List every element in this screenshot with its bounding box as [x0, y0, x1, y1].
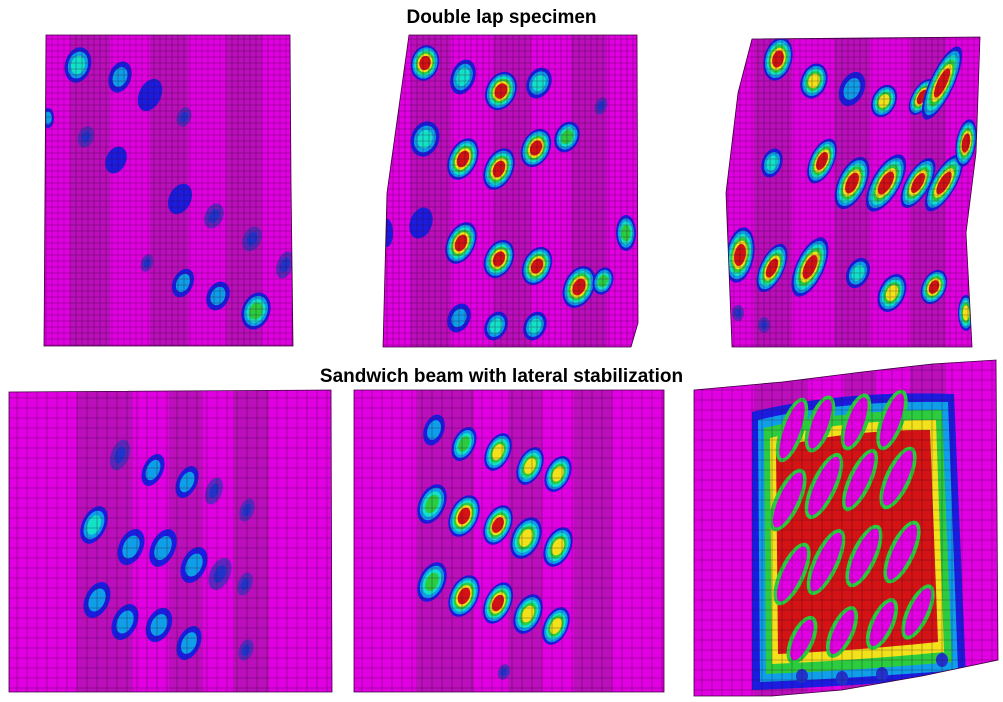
panel-outline [725, 36, 981, 348]
contour-blob [246, 232, 258, 246]
contour-blob [427, 420, 441, 440]
contour-blob [209, 483, 219, 499]
figure-title-sandwich-beam: Sandwich beam with lateral stabilization [319, 366, 684, 387]
mesh-grid [354, 390, 664, 692]
double-lap-panel-stage-3 [725, 36, 981, 348]
contour-blob [734, 308, 742, 318]
contour-blob [383, 98, 395, 128]
contour-blob [928, 280, 940, 294]
contour-blob [180, 632, 198, 654]
panel-outline [43, 34, 294, 347]
contour-blob [489, 318, 503, 334]
mesh-grid [383, 35, 638, 347]
contour-blob [456, 67, 470, 87]
contour-blob [241, 644, 251, 656]
contour-blob [916, 89, 928, 105]
sandwich-beam-panel-stage-1 [8, 389, 333, 693]
contour-blob [383, 96, 396, 130]
contour-blob [550, 618, 562, 634]
contour-blob [962, 305, 970, 321]
contour-blob [86, 515, 102, 535]
contour-blob [122, 535, 140, 559]
contour-blob [491, 594, 505, 612]
contour-blob [143, 258, 151, 268]
contour-blob [524, 458, 536, 474]
contour-blob [384, 101, 394, 125]
overlap-stripe [574, 390, 612, 692]
panel-outline [382, 34, 639, 348]
contour-blob [280, 257, 290, 273]
panel-outline [8, 389, 333, 693]
overlap-stripe [754, 37, 792, 347]
mesh-grid [726, 37, 980, 347]
mesh-grid [694, 360, 998, 696]
contour-blob [167, 183, 193, 215]
contour-blob [150, 614, 168, 636]
contour-blob [175, 273, 191, 293]
double-lap-panel-stage-1 [43, 34, 294, 347]
contour-blob [385, 104, 393, 122]
contour-blob [457, 507, 471, 525]
contour-blob [81, 131, 91, 143]
contour-blob [772, 50, 784, 68]
panel-outline [353, 389, 665, 693]
contour-blob [185, 553, 203, 577]
contour-blob [105, 146, 127, 174]
contour-blob [383, 93, 397, 133]
panel-outline [693, 359, 999, 697]
contour-blob [621, 224, 631, 242]
contour-blob [529, 140, 543, 156]
contour-island [882, 450, 914, 506]
mesh-grid [9, 390, 332, 692]
contour-blob [528, 318, 542, 334]
contour-blob [457, 587, 471, 605]
contour-blob [500, 667, 508, 677]
contour-blob [383, 91, 398, 135]
contour-island [810, 532, 842, 592]
contour-blob [551, 538, 565, 556]
contour-blob [492, 517, 504, 533]
sandwich-beam-panel-stage-3 [693, 359, 999, 697]
contour-blob [71, 55, 85, 75]
contour-island [808, 399, 832, 449]
contour-blob [816, 152, 828, 170]
double-lap-panel-stage-2 [382, 34, 639, 348]
contour-blob [145, 459, 161, 481]
sandwich-beam-panel-stage-2 [353, 389, 665, 693]
figure-title-double-lap: Double lap specimen [406, 7, 597, 28]
